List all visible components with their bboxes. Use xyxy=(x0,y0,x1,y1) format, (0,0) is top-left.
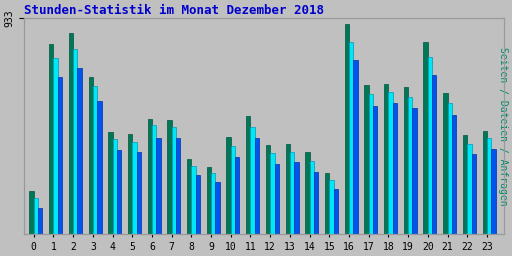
Bar xyxy=(34,198,38,234)
Bar xyxy=(108,132,113,234)
Bar xyxy=(447,103,452,234)
Bar xyxy=(250,127,255,234)
Bar xyxy=(373,106,377,234)
Bar xyxy=(137,152,141,234)
Bar xyxy=(176,138,180,234)
Bar xyxy=(423,42,428,234)
Bar xyxy=(53,58,58,234)
Bar xyxy=(353,59,358,234)
Bar xyxy=(467,144,472,234)
Bar xyxy=(389,92,393,234)
Bar xyxy=(349,42,353,234)
Bar xyxy=(270,153,274,234)
Bar xyxy=(113,139,117,234)
Bar xyxy=(286,144,290,234)
Bar xyxy=(77,68,82,234)
Bar xyxy=(274,164,279,234)
Bar xyxy=(310,161,314,234)
Bar xyxy=(393,103,397,234)
Bar xyxy=(231,146,235,234)
Bar xyxy=(452,115,456,234)
Bar xyxy=(128,134,132,234)
Bar xyxy=(216,182,220,234)
Bar xyxy=(491,148,496,234)
Bar xyxy=(172,127,176,234)
Bar xyxy=(329,180,334,234)
Bar xyxy=(428,57,432,234)
Bar xyxy=(147,119,152,234)
Bar xyxy=(89,77,93,234)
Bar xyxy=(266,145,270,234)
Bar xyxy=(73,49,77,234)
Bar xyxy=(408,97,413,234)
Bar xyxy=(69,33,73,234)
Bar xyxy=(325,173,329,234)
Bar xyxy=(167,120,172,234)
Bar xyxy=(432,74,436,234)
Bar xyxy=(487,138,491,234)
Bar xyxy=(443,93,447,234)
Bar xyxy=(246,116,250,234)
Bar xyxy=(58,77,62,234)
Y-axis label: Seiten / Dateien / Anfragen: Seiten / Dateien / Anfragen xyxy=(498,47,508,206)
Bar xyxy=(384,84,389,234)
Bar xyxy=(152,125,156,234)
Bar xyxy=(334,189,338,234)
Bar xyxy=(314,172,318,234)
Bar xyxy=(365,85,369,234)
Bar xyxy=(117,150,121,234)
Bar xyxy=(255,138,259,234)
Bar xyxy=(345,24,349,234)
Bar xyxy=(235,157,240,234)
Bar xyxy=(472,154,476,234)
Bar xyxy=(294,163,298,234)
Bar xyxy=(369,94,373,234)
Bar xyxy=(211,173,216,234)
Bar xyxy=(290,152,294,234)
Bar xyxy=(196,175,200,234)
Bar xyxy=(93,86,97,234)
Bar xyxy=(97,101,101,234)
Bar xyxy=(38,208,42,234)
Bar xyxy=(187,159,191,234)
Bar xyxy=(404,87,408,234)
Text: Stunden-Statistik im Monat Dezember 2018: Stunden-Statistik im Monat Dezember 2018 xyxy=(24,4,324,17)
Bar xyxy=(413,108,417,234)
Bar xyxy=(226,137,231,234)
Bar xyxy=(156,138,161,234)
Bar xyxy=(29,191,34,234)
Bar xyxy=(191,166,196,234)
Bar xyxy=(305,152,310,234)
Bar xyxy=(207,167,211,234)
Bar xyxy=(483,131,487,234)
Bar xyxy=(463,135,467,234)
Bar xyxy=(132,142,137,234)
Bar xyxy=(49,45,53,234)
